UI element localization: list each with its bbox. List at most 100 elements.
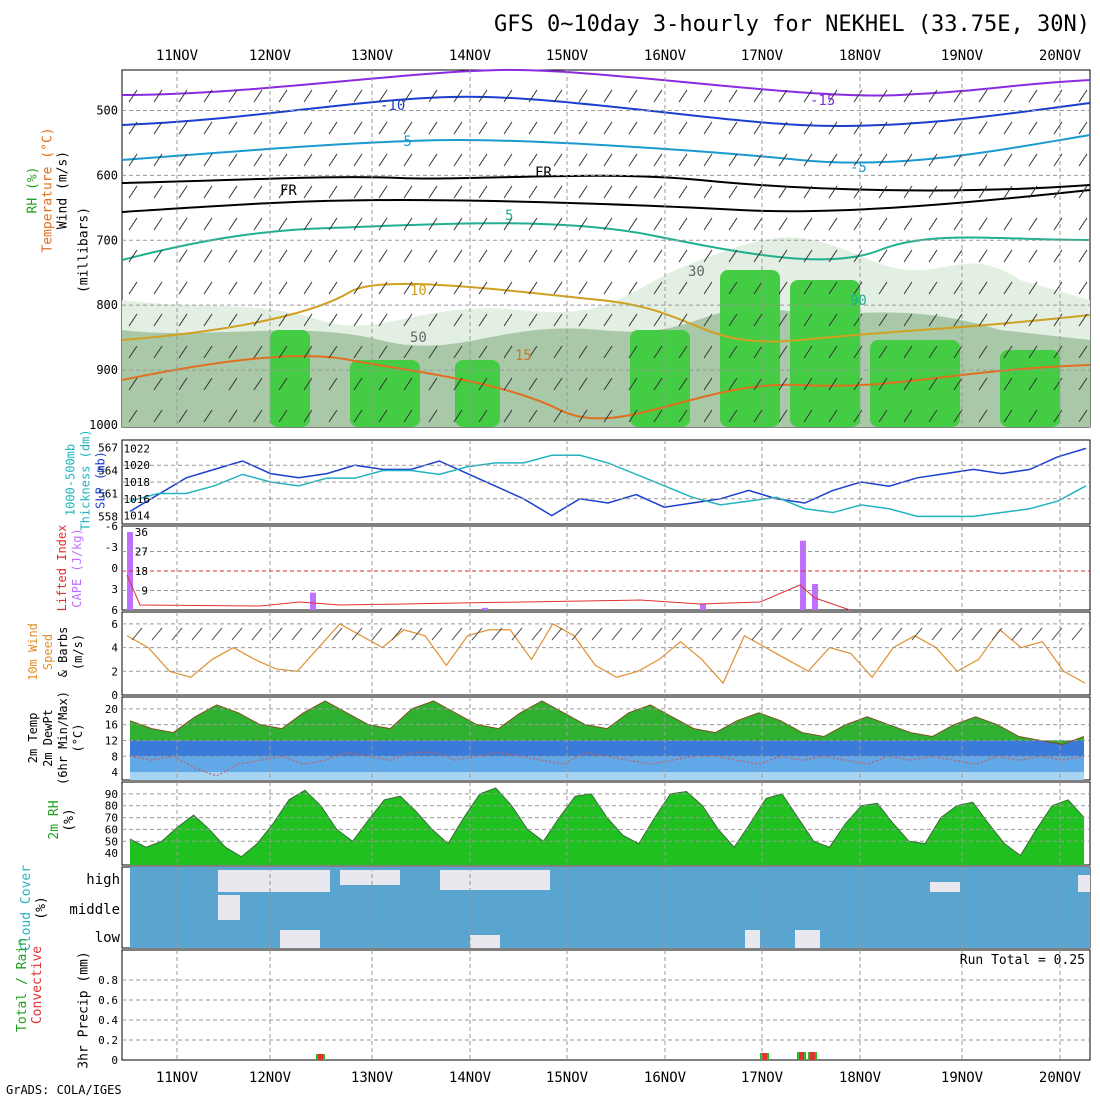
wind-barb: [828, 313, 838, 327]
upper-tick-label: 900: [96, 363, 118, 377]
rh-blob: [270, 330, 310, 427]
wind-barbs: [128, 89, 1088, 423]
wind10-barb: [511, 627, 523, 641]
upper-ylabel-units-line: (millibars): [77, 207, 92, 293]
wind-barb: [728, 249, 738, 263]
wind-barb: [978, 281, 988, 295]
wind10-barb: [191, 627, 203, 641]
wind-barb: [303, 153, 313, 167]
wind-barb: [503, 121, 513, 135]
contour-freezing-1: [121, 174, 1091, 192]
wind-barb: [1003, 377, 1013, 391]
wind-barb: [753, 121, 763, 135]
wind-barb: [903, 313, 913, 327]
wind-barb: [678, 345, 688, 359]
rh-tick: 80: [105, 800, 118, 813]
wind-barb: [703, 89, 713, 103]
precip-bar-convective: [762, 1053, 767, 1060]
date-label-top: 16NOV: [644, 48, 687, 64]
wind-barb: [278, 377, 288, 391]
upper-ylabel-line: Wind (m/s): [56, 151, 71, 229]
wind-barb: [128, 89, 138, 103]
wind-barb: [1003, 185, 1013, 199]
wind-barb: [578, 153, 588, 167]
wind-barb: [378, 185, 388, 199]
wind-barb: [628, 377, 638, 391]
wind-barb: [578, 409, 588, 423]
li-tick: 6: [111, 604, 118, 617]
wind-barb: [478, 377, 488, 391]
wind-barb: [753, 153, 763, 167]
wind-barb: [1028, 249, 1038, 263]
wind-barb: [453, 121, 463, 135]
wind-barb: [928, 185, 938, 199]
temp-tick: 4: [111, 766, 118, 779]
wind-barb: [253, 185, 263, 199]
contour-label: 10: [410, 283, 427, 299]
wind-barb: [778, 153, 788, 167]
wind-barb: [978, 89, 988, 103]
wind-barb: [603, 121, 613, 135]
wind-barb: [478, 345, 488, 359]
wind-barb: [428, 249, 438, 263]
wind-barb: [853, 249, 863, 263]
wind-barb: [653, 121, 663, 135]
wind-barb: [753, 281, 763, 295]
wind10-barb: [151, 627, 163, 641]
wind-barb: [828, 409, 838, 423]
wind-barb: [228, 249, 238, 263]
wind-barb: [603, 217, 613, 231]
wind-barb: [203, 409, 213, 423]
wind-barb: [778, 185, 788, 199]
rh-tick: 70: [105, 812, 118, 825]
wind-barb: [378, 281, 388, 295]
precip-tick: 0.4: [98, 1014, 118, 1027]
wind-barb: [753, 313, 763, 327]
wind-barb: [878, 281, 888, 295]
wind-barb: [978, 249, 988, 263]
wind-barb: [703, 121, 713, 135]
date-label-bottom: 16NOV: [644, 1070, 687, 1086]
wind-barb: [778, 217, 788, 231]
wind-barb: [128, 153, 138, 167]
wind-barb: [1028, 409, 1038, 423]
wind-barb: [503, 377, 513, 391]
wind-barb: [378, 409, 388, 423]
wind10-barb: [651, 627, 663, 641]
wind10-barb: [951, 627, 963, 641]
wind-barb: [528, 377, 538, 391]
wind-barb: [1003, 89, 1013, 103]
wind-barb: [1028, 217, 1038, 231]
wind-barb: [1028, 313, 1038, 327]
wind-barb: [728, 377, 738, 391]
wind-barb: [278, 281, 288, 295]
wind-tick: 4: [111, 642, 118, 655]
wind-barb: [228, 217, 238, 231]
wind-barb: [228, 121, 238, 135]
wind-barb: [853, 377, 863, 391]
wind-barb: [903, 185, 913, 199]
date-label-bottom: 12NOV: [249, 1070, 292, 1086]
wind-barb: [1078, 377, 1088, 391]
wind-barb: [303, 377, 313, 391]
wind-barb: [1053, 89, 1063, 103]
date-label-top: 11NOV: [156, 48, 199, 64]
wind-barb: [153, 217, 163, 231]
contour-label: -5: [850, 160, 867, 176]
wind-barb: [553, 281, 563, 295]
wind-barb: [153, 153, 163, 167]
date-label-bottom: 15NOV: [546, 1070, 589, 1086]
wind-barb: [878, 153, 888, 167]
wind-barb: [828, 89, 838, 103]
wind-barb: [778, 121, 788, 135]
wind-barb: [828, 217, 838, 231]
wind-barb: [928, 217, 938, 231]
wind-barb: [203, 153, 213, 167]
contour-label: 15: [515, 348, 532, 364]
wind10-barb: [711, 627, 723, 641]
wind-barb: [628, 345, 638, 359]
wind10-barb: [671, 627, 683, 641]
wind-barb: [253, 281, 263, 295]
wind-barb: [178, 377, 188, 391]
wind-barb: [753, 409, 763, 423]
